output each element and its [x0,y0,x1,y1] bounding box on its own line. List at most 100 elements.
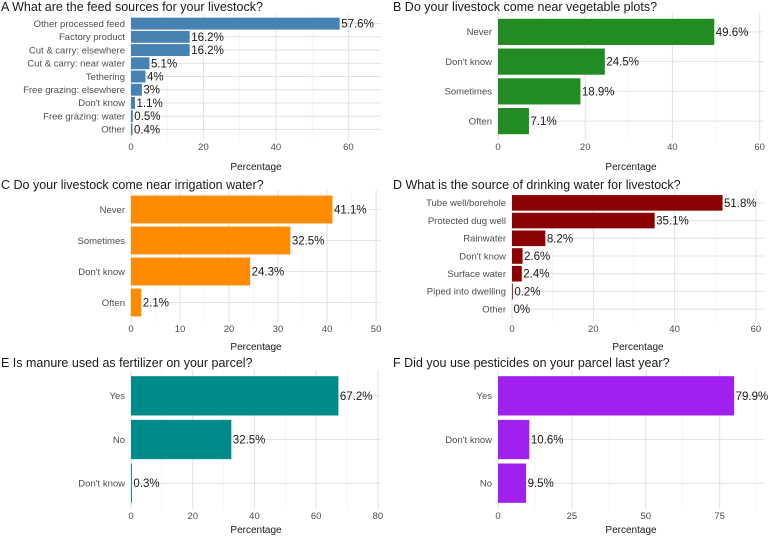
data-label: 2.6% [524,251,550,263]
x-tick-label: 40 [271,142,282,153]
x-tick-label: 40 [322,324,333,335]
x-tick-label: 40 [249,511,260,522]
chart-panel-a: A What are the feed sources for your liv… [0,0,387,178]
chart-e-svg: E Is manure used as fertilizer on your p… [1,356,384,536]
chart-f-bar [498,376,735,416]
category-label: Don't know [445,435,492,446]
x-tick-label: 60 [751,324,762,335]
chart-c-title: C Do your livestock come near irrigation… [1,178,264,192]
chart-f-x-axis-title: Percentage [605,525,657,536]
chart-d-bar [512,212,655,229]
data-label: 0.5% [134,111,160,123]
category-label: Never [467,27,492,38]
category-label: No [480,478,492,489]
category-label: Other [482,304,506,315]
x-tick-label: 25 [567,511,578,522]
chart-a-bar [131,17,340,30]
chart-b-bar [498,48,605,75]
data-label: 1.1% [136,98,162,110]
category-label: Protected dug well [428,216,506,227]
chart-f-svg: F Did you use pesticides on your parcel … [393,356,769,536]
category-label: Other processed feed [34,19,125,30]
chart-e-title: E Is manure used as fertilizer on your p… [1,356,253,370]
x-tick-label: 0 [495,142,500,153]
chart-e-bar [131,376,339,416]
chart-d-x-axis-title: Percentage [612,342,664,353]
category-label: Never [100,205,125,216]
category-label: Don't know [78,98,125,109]
category-label: Often [469,116,492,127]
category-label: Often [102,298,125,309]
data-label: 0.2% [514,286,540,298]
x-tick-label: 50 [640,511,651,522]
category-label: No [113,435,125,446]
chart-c-bar [131,288,142,317]
chart-f-title: F Did you use pesticides on your parcel … [393,356,670,370]
chart-b-bar [498,18,715,45]
x-tick-label: 20 [580,142,591,153]
chart-a-x-axis-title: Percentage [230,162,282,173]
data-label: 5.1% [151,58,177,70]
data-label: 57.6% [341,19,374,31]
chart-e-x-axis-title: Percentage [230,525,282,536]
data-label: 9.5% [528,478,554,490]
category-label: Surface water [447,269,506,280]
x-tick-label: 60 [311,511,322,522]
x-tick-label: 80 [373,511,384,522]
data-label: 0.4% [134,124,160,136]
chart-b-x-axis-title: Percentage [605,162,657,173]
data-label: 0% [514,304,531,316]
chart-d-bar [512,265,522,282]
chart-b-bar [498,78,581,105]
chart-c-bar [131,195,333,224]
x-tick-label: 0 [495,511,500,522]
chart-d-svg: D What is the source of drinking water f… [393,178,764,353]
category-label: Yes [110,391,126,402]
data-label: 16.2% [191,45,224,57]
category-label: Yes [477,391,493,402]
chart-f-bar [498,419,530,460]
x-tick-label: 20 [198,142,209,153]
x-tick-label: 20 [224,324,235,335]
x-tick-label: 50 [371,324,382,335]
category-label: Don't know [445,57,492,68]
chart-b-bar [498,108,529,135]
chart-a-bar [131,123,133,136]
data-label: 2.1% [143,298,169,310]
chart-a-bar [131,57,150,70]
data-label: 16.2% [191,32,224,44]
category-label: Cut & carry: near water [27,59,125,70]
data-label: 2.4% [523,269,549,281]
category-label: Other [101,125,125,136]
chart-panel-d: D What is the source of drinking water f… [392,178,775,356]
chart-a-bar [131,70,146,83]
category-label: Don't know [78,478,125,489]
chart-f-bar [498,463,527,503]
category-label: Don't know [459,251,506,262]
chart-d-bar [512,195,723,211]
chart-c-svg: C Do your livestock come near irrigation… [1,178,382,353]
x-tick-label: 60 [343,142,354,153]
data-label: 8.2% [547,233,573,245]
category-label: Sometimes [77,236,125,247]
chart-c-bar [131,257,251,286]
chart-c-bar [131,226,291,255]
x-tick-label: 40 [667,142,678,153]
data-label: 51.8% [724,198,757,210]
data-label: 10.6% [531,435,564,447]
data-label: 35.1% [656,216,689,228]
chart-a-bar [131,30,190,43]
x-tick-label: 30 [273,324,284,335]
category-label: Free grazing: water [43,111,125,122]
data-label: 18.9% [582,86,615,98]
data-label: 3% [143,85,160,97]
chart-a-major-grid [130,13,381,140]
x-tick-label: 0 [509,324,514,335]
chart-b-title: B Do your livestock come near vegetable … [393,0,657,14]
data-label: 79.9% [736,391,769,403]
x-tick-label: 40 [669,324,680,335]
x-tick-label: 10 [175,324,186,335]
x-tick-label: 75 [714,511,725,522]
chart-panel-b: B Do your livestock come near vegetable … [392,0,775,178]
